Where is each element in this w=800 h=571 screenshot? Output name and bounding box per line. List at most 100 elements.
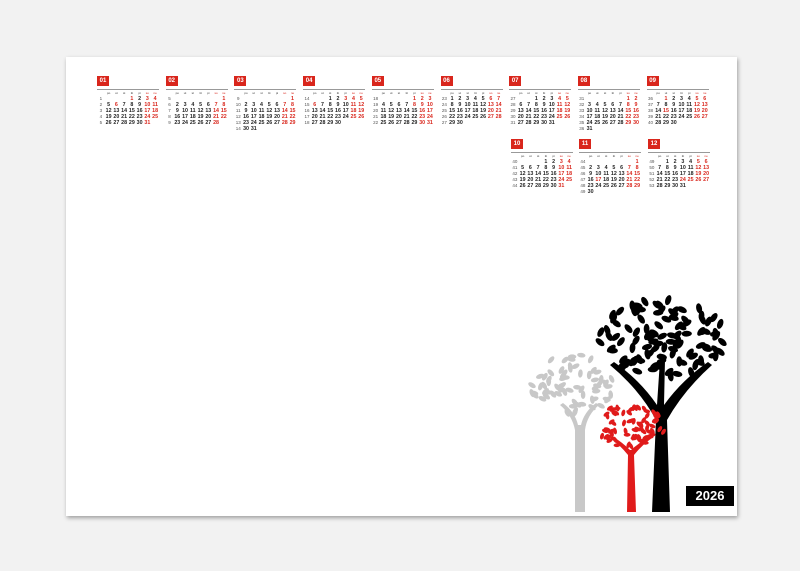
week-row: 12 16 17 18 19 20 21 22 <box>234 114 296 120</box>
day-cell: 25 <box>258 120 265 126</box>
weekday-label: ne <box>428 91 432 95</box>
day-cell: 3 <box>252 102 256 108</box>
week-number: 7 <box>168 108 171 113</box>
week-number: 30 <box>510 114 516 119</box>
day-cell: 10 <box>679 165 686 171</box>
week-number: 19 <box>373 102 379 107</box>
week-row: 46 9 10 11 12 13 14 15 <box>579 171 641 177</box>
day-cell: 23 <box>587 183 594 189</box>
day-cell: 14 <box>121 108 128 114</box>
day-cell: 3 <box>588 102 591 108</box>
day-cell: 23 <box>670 114 677 120</box>
day-cell: 13 <box>113 108 120 114</box>
day-cell: 7 <box>214 102 218 108</box>
month-01: 01 po ut st št pi so ne 1 1 2 3 4 2 5 6 7 8 9 10 11 3 12 13 14 15… <box>97 76 159 126</box>
day-cell: 1 <box>412 96 416 102</box>
day-cell: 18 <box>380 114 387 120</box>
weekday-header-row: po ut st št pi so ne <box>441 90 503 96</box>
week-row: 3 12 13 14 15 16 17 18 <box>97 108 159 114</box>
month-number-badge: 12 <box>648 139 660 149</box>
day-cell: 11 <box>686 102 693 108</box>
day-cell: 6 <box>397 102 401 108</box>
week-number: 46 <box>580 171 586 176</box>
weekday-label: st <box>672 91 675 95</box>
day-cell: 11 <box>594 108 601 114</box>
weekday-label: so <box>489 91 493 95</box>
month-grid: po ut st št pi so ne 49 1 2 3 4 5 6 50 7 8 9 10 11 12 13 51 14 1… <box>648 152 710 189</box>
day-cell: 28 <box>495 114 502 120</box>
day-cell: 12 <box>197 108 204 114</box>
week-number: 28 <box>510 102 516 107</box>
day-cell: 5 <box>389 102 393 108</box>
weekday-label: ut <box>389 91 393 95</box>
week-row: 29 13 14 15 16 17 18 19 <box>509 108 571 114</box>
day-cell: 24 <box>558 177 565 183</box>
day-cell: 9 <box>542 102 546 108</box>
day-cell: 7 <box>497 96 501 102</box>
day-cell: 23 <box>541 114 548 120</box>
week-row: 4 19 20 21 22 23 24 25 <box>97 114 159 120</box>
day-cell: 10 <box>464 102 471 108</box>
week-row: 15 6 7 8 9 10 11 12 <box>303 102 365 108</box>
week-row: 18 27 28 29 30 <box>303 120 365 126</box>
day-cell: 26 <box>358 114 365 120</box>
day-cell: 5 <box>199 102 203 108</box>
day-cell: 13 <box>487 102 494 108</box>
day-cell: 5 <box>107 102 111 108</box>
day-cell: 15 <box>128 108 135 114</box>
day-cell: 17 <box>342 108 349 114</box>
day-cell: 2 <box>420 96 424 102</box>
day-cell: 11 <box>350 102 357 108</box>
weekday-label: ne <box>703 91 707 95</box>
weekday-label: ut <box>252 91 256 95</box>
weekday-header-row: po ut st št pi so ne <box>647 90 709 96</box>
day-cell: 3 <box>145 96 149 102</box>
day-cell: 20 <box>517 114 524 120</box>
day-cell: 2 <box>552 159 556 165</box>
day-cell: 17 <box>426 108 433 114</box>
day-cell: 25 <box>189 120 196 126</box>
day-cell: 14 <box>626 171 633 177</box>
week-number: 25 <box>441 108 447 113</box>
month-grid: po ut st št pi so ne 14 1 2 3 4 5 15 6 7 8 9 10 11 12 16 13 14 1… <box>303 89 366 126</box>
day-cell: 22 <box>128 114 135 120</box>
day-cell: 25 <box>472 114 479 120</box>
week-row: 35 24 25 26 27 28 29 30 <box>578 120 640 126</box>
day-cell: 21 <box>121 114 128 120</box>
weekday-label: ut <box>529 154 532 158</box>
day-cell: 2 <box>336 96 340 102</box>
day-cell: 13 <box>609 108 616 114</box>
week-number: 5 <box>99 120 103 125</box>
weekday-label: ne <box>567 154 571 158</box>
day-cell: 15 <box>663 108 669 114</box>
day-cell: 5 <box>696 159 700 165</box>
day-cell: 3 <box>679 96 683 102</box>
weekday-label: pi <box>688 91 691 95</box>
day-cell: 4 <box>595 102 599 108</box>
day-cell: 7 <box>405 102 409 108</box>
day-cell: 6 <box>704 159 708 165</box>
day-cell: 19 <box>105 114 112 120</box>
day-cell: 22 <box>625 114 632 120</box>
day-cell: 14 <box>403 108 410 114</box>
day-cell: 24 <box>182 120 189 126</box>
month-grid: po ut st št pi so ne 9 1 10 2 3 4 5 6 7 8 11 9 10 11 12 13 14 15… <box>234 89 297 132</box>
month-number-badge: 06 <box>440 76 453 86</box>
black-tree-icon <box>595 295 727 512</box>
weekday-label: so <box>420 91 424 95</box>
day-cell: 30 <box>541 120 548 126</box>
day-cell: 29 <box>634 183 641 189</box>
day-cell: 29 <box>625 120 632 126</box>
weekday-label: po <box>519 91 523 95</box>
day-cell: 24 <box>144 114 151 120</box>
day-cell: 11 <box>687 165 694 171</box>
day-cell: 29 <box>663 120 669 126</box>
day-cell: 6 <box>519 102 523 108</box>
month-number-badge: 07 <box>509 76 522 86</box>
day-cell: 10 <box>182 108 189 114</box>
week-number: 18 <box>373 96 379 101</box>
day-cell: 15 <box>542 171 549 177</box>
week-number: 36 <box>647 96 653 101</box>
day-cell: 21 <box>495 108 502 114</box>
week-number: 40 <box>647 120 653 125</box>
